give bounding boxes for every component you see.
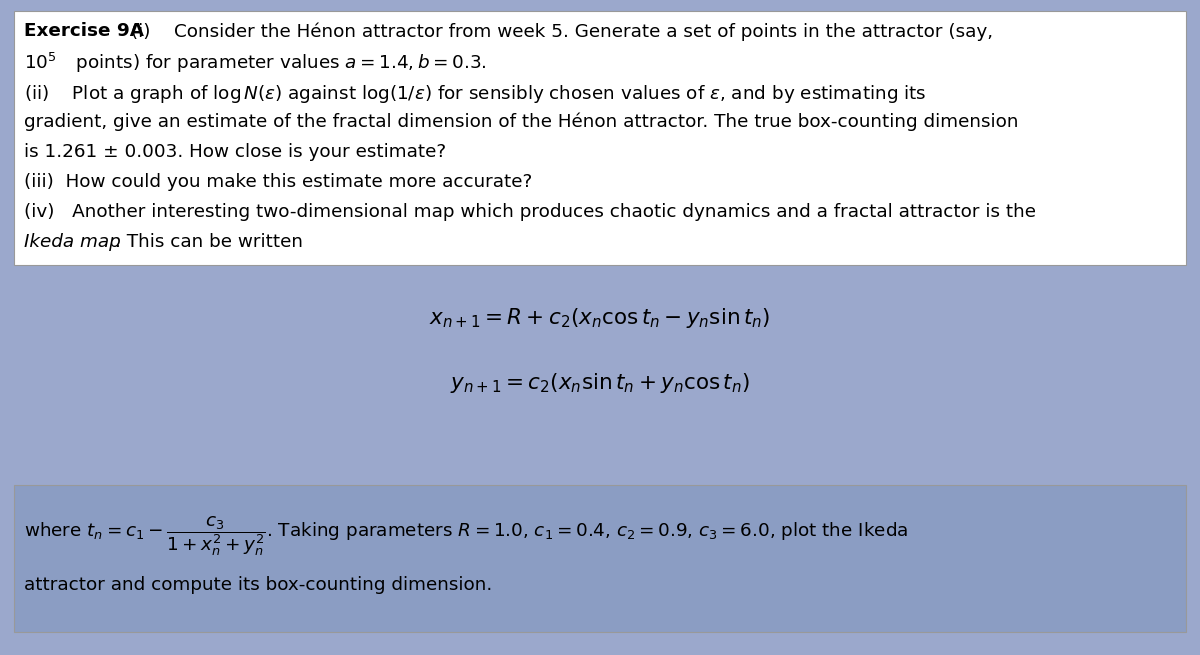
Text: Ikeda map: Ikeda map (24, 233, 121, 251)
Text: (i)    Consider the Hénon attractor from week 5. Generate a set of points in the: (i) Consider the Hénon attractor from we… (125, 22, 992, 41)
Text: (iii)  How could you make this estimate more accurate?: (iii) How could you make this estimate m… (24, 173, 533, 191)
FancyBboxPatch shape (14, 11, 1186, 265)
Text: Exercise 9A: Exercise 9A (24, 22, 144, 40)
Text: points) for parameter values $a = 1.4, b = 0.3$.: points) for parameter values $a = 1.4, b… (70, 52, 486, 75)
Text: (ii)    Plot a graph of $\log N(\epsilon)$ against $\log(1/\epsilon)$ for sensib: (ii) Plot a graph of $\log N(\epsilon)$ … (24, 83, 926, 105)
Text: (iv)   Another interesting two-dimensional map which produces chaotic dynamics a: (iv) Another interesting two-dimensional… (24, 203, 1036, 221)
Text: $x_{n+1}=R+ c_2(x_n \cos t_n - y_n \sin t_n)$: $x_{n+1}=R+ c_2(x_n \cos t_n - y_n \sin … (430, 306, 770, 329)
Text: . This can be written: . This can be written (115, 233, 304, 251)
Text: attractor and compute its box-counting dimension.: attractor and compute its box-counting d… (24, 576, 492, 594)
FancyBboxPatch shape (14, 485, 1186, 632)
Text: $10^5$: $10^5$ (24, 52, 56, 73)
Text: is 1.261 ± 0.003. How close is your estimate?: is 1.261 ± 0.003. How close is your esti… (24, 143, 446, 160)
Text: where $t_n = c_1 - \dfrac{c_3}{1+x_n^2+y_n^2}$. Taking parameters $R = 1.0$, $c_: where $t_n = c_1 - \dfrac{c_3}{1+x_n^2+y… (24, 514, 908, 558)
Text: gradient, give an estimate of the fractal dimension of the Hénon attractor. The : gradient, give an estimate of the fracta… (24, 113, 1019, 131)
Text: $y_{n+1}=c_2(x_n \sin t_n + y_n \cos t_n)$: $y_{n+1}=c_2(x_n \sin t_n + y_n \cos t_n… (450, 371, 750, 395)
